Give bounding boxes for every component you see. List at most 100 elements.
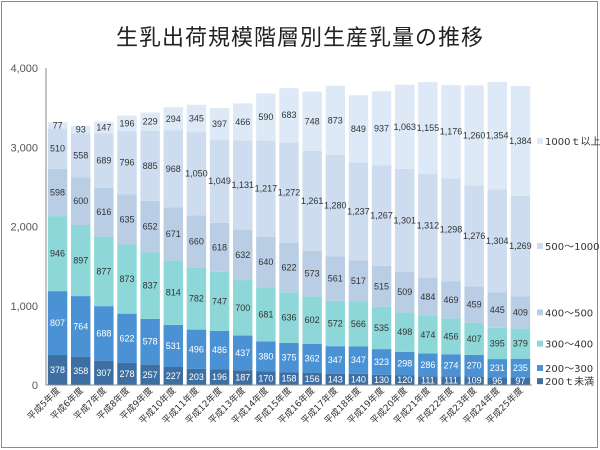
data-label: 671: [166, 229, 181, 239]
bar-segment: [256, 287, 276, 342]
bar-segment: [348, 95, 369, 163]
data-label: 231: [490, 363, 505, 373]
bar-segment: [256, 93, 276, 141]
bar-segment: [348, 346, 369, 374]
legend-swatch: [537, 378, 543, 385]
data-label: 937: [374, 123, 389, 133]
bar-segment: [302, 372, 322, 385]
bar-segment: [325, 373, 346, 385]
data-label: 187: [235, 373, 250, 383]
bar-segment: [232, 229, 253, 281]
data-label: 358: [73, 366, 88, 376]
data-label: 203: [189, 372, 204, 382]
data-label: 437: [235, 348, 250, 358]
bar-segment: [232, 370, 253, 385]
bar-segment: [371, 306, 392, 350]
legend-label: 200ｔ未満: [545, 376, 594, 388]
data-label: 109: [467, 376, 482, 386]
data-label: 1,260: [463, 130, 486, 140]
data-label: 602: [305, 315, 320, 325]
bar-segment: [232, 103, 253, 141]
bar-segment: [487, 359, 508, 378]
bar-segment: [279, 372, 299, 385]
data-label: 573: [305, 269, 320, 279]
bar-segment: [487, 81, 508, 190]
bar-segment: [464, 286, 484, 323]
data-label: 618: [212, 242, 227, 252]
bar-segment: [140, 200, 160, 253]
bar-segment: [94, 187, 114, 237]
bar-segment: [487, 292, 508, 328]
bar-segment: [94, 133, 114, 188]
data-label: 632: [235, 250, 250, 260]
data-label: 873: [328, 115, 343, 125]
bar-segment: [418, 277, 438, 316]
data-label: 1,155: [417, 123, 440, 133]
data-label: 257: [143, 370, 158, 380]
data-label: 885: [143, 161, 158, 171]
bar-segment: [302, 91, 322, 151]
bar-segment: [487, 327, 508, 360]
bar-segment: [302, 150, 322, 251]
bar-segment: [186, 132, 207, 216]
bar-segment: [256, 140, 276, 237]
bar-segment: [394, 312, 415, 352]
bar-segment: [510, 296, 531, 329]
data-label: 362: [305, 353, 320, 363]
legend-swatch: [537, 137, 543, 144]
bar-segment: [186, 215, 207, 268]
bar-segment: [371, 265, 392, 307]
data-label: 1,269: [509, 241, 532, 251]
data-label: 561: [328, 274, 343, 284]
data-label: 1,050: [185, 169, 208, 179]
data-label: 681: [258, 309, 273, 319]
bar-segment: [47, 216, 68, 292]
data-label: 517: [351, 276, 366, 286]
data-label: 274: [443, 360, 458, 370]
bar-segment: [140, 364, 160, 385]
data-label: 796: [119, 158, 134, 168]
bar-segment: [186, 329, 207, 369]
data-label: 510: [50, 144, 65, 154]
data-label: 873: [119, 274, 134, 284]
bar-segment: [325, 256, 346, 301]
data-label: 1,272: [278, 188, 301, 198]
data-label: 323: [374, 357, 389, 367]
bar-segment: [371, 374, 392, 385]
data-label: 897: [73, 256, 88, 266]
bar-segment: [232, 335, 253, 371]
bar-segment: [94, 236, 114, 307]
legend-label: 1000ｔ以上: [545, 136, 600, 148]
data-label: 307: [96, 368, 111, 378]
bar-segment: [394, 168, 415, 273]
bar-segment: [441, 318, 461, 355]
data-label: 635: [119, 214, 134, 224]
bar-segment: [279, 342, 299, 373]
bar-segment: [371, 165, 392, 266]
bar-segment: [510, 328, 531, 359]
bar-segment: [70, 224, 91, 297]
bar-segment: [70, 356, 91, 385]
legend-label: 400～500: [545, 308, 593, 319]
data-label: 380: [258, 351, 273, 361]
bar-segment: [441, 376, 461, 385]
data-label: 1,354: [486, 131, 509, 141]
bar-segment: [163, 367, 184, 385]
bar-segment: [47, 355, 68, 385]
data-label: 227: [166, 371, 181, 381]
data-label: 1,131: [231, 180, 254, 190]
bar-segment: [186, 368, 207, 385]
bar-segment: [394, 272, 415, 313]
data-label: 1,217: [255, 183, 278, 193]
legend-swatch: [537, 340, 543, 347]
bar-segment: [279, 292, 299, 343]
data-label: 689: [96, 156, 111, 166]
bar-segment: [348, 162, 369, 261]
bar-segment: [418, 353, 438, 377]
bar-segment: [325, 154, 346, 257]
y-tick-label: 3,000: [10, 142, 38, 154]
bar-segment: [279, 243, 299, 293]
data-label: 77: [53, 120, 63, 130]
